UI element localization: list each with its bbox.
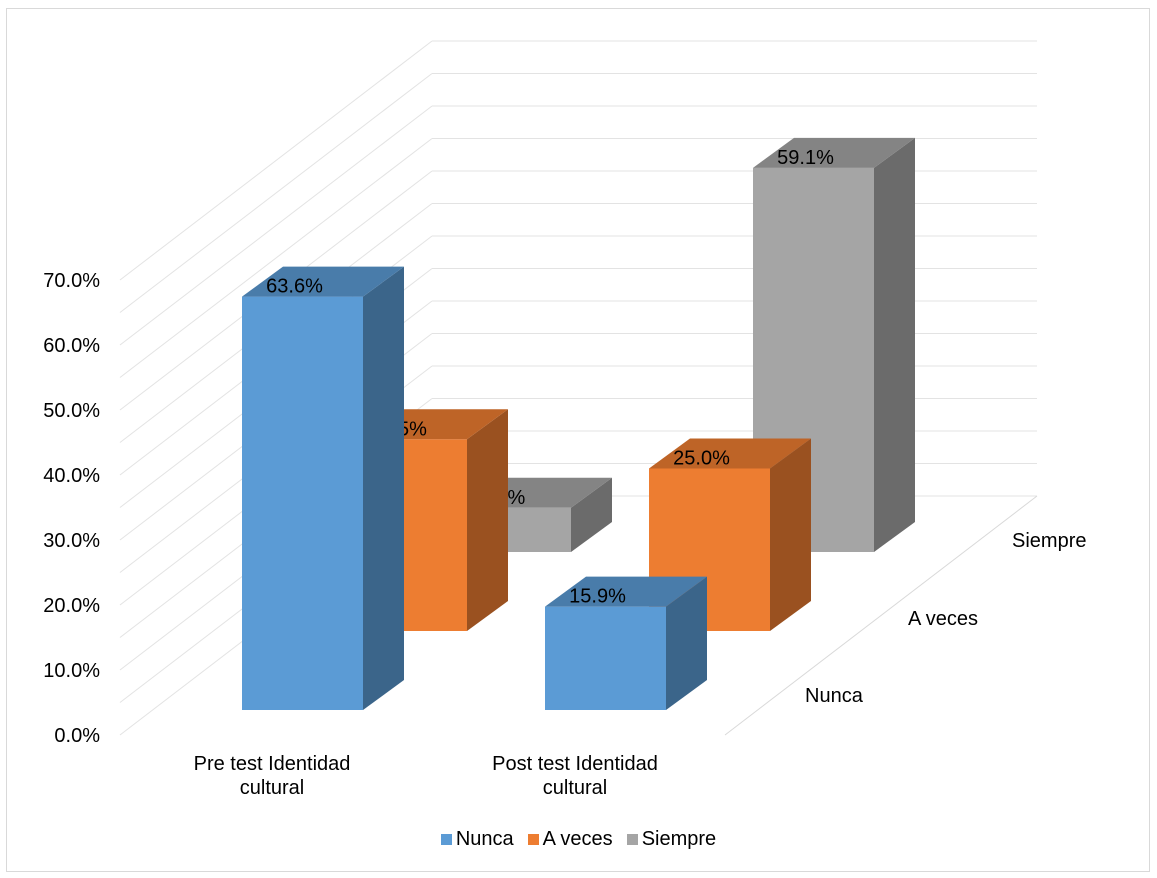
y-tick-label: 70.0% — [43, 270, 100, 292]
bar-nunca-side — [363, 266, 404, 710]
legend-swatch-nunca — [440, 834, 452, 845]
bar-siempre-side — [571, 477, 612, 552]
floor-edge — [724, 495, 1038, 736]
y-tick-label: 60.0% — [43, 335, 100, 357]
bar-nunca-front — [242, 296, 363, 710]
bar-nunca-front — [545, 606, 666, 710]
legend-item-a-veces: A veces — [527, 828, 613, 851]
y-tick-label: 40.0% — [43, 465, 100, 487]
bar-a-veces-side — [770, 438, 811, 631]
category-label: Post test Identidad cultural — [492, 753, 658, 799]
side-gridline — [119, 73, 433, 313]
data-label-nunca: 63.6% — [266, 276, 323, 298]
y-tick-label: 10.0% — [43, 660, 100, 682]
legend-label-nunca: Nunca — [455, 828, 514, 850]
legend-label-siempre: Siempre — [641, 828, 717, 850]
side-gridline — [119, 138, 433, 378]
depth-label-a-veces: A veces — [908, 608, 978, 630]
side-gridline — [119, 40, 433, 281]
category-label: Pre test Identidad cultural — [194, 753, 351, 799]
legend-item-nunca: Nunca — [440, 828, 514, 851]
bar-nunca-side — [666, 576, 707, 710]
legend-swatch-a-veces — [527, 834, 539, 845]
y-tick-label: 20.0% — [43, 595, 100, 617]
y-tick-label: 30.0% — [43, 530, 100, 552]
data-label-siempre: 59.1% — [777, 147, 834, 169]
legend-item-siempre: Siempre — [626, 828, 717, 851]
y-tick-label: 50.0% — [43, 400, 100, 422]
bar-nunca-top — [242, 266, 404, 297]
bar-nunca-top — [545, 576, 707, 607]
legend-label-a-veces: A veces — [542, 828, 613, 850]
data-label-a-veces: 25.0% — [673, 448, 730, 470]
data-label-nunca: 15.9% — [569, 586, 626, 608]
bar-a-veces-side — [467, 409, 508, 631]
bar-siempre-side — [874, 137, 915, 552]
depth-label-siempre: Siempre — [1012, 530, 1086, 552]
bar-a-veces-top — [649, 438, 811, 469]
legend: Nunca A veces Siempre — [0, 828, 1157, 851]
chart-frame — [6, 8, 1150, 872]
bar-siempre-top — [753, 137, 915, 168]
depth-label-nunca: Nunca — [805, 685, 864, 707]
side-gridline — [119, 105, 433, 346]
y-tick-label: 0.0% — [54, 725, 100, 747]
legend-swatch-siempre — [626, 834, 638, 845]
